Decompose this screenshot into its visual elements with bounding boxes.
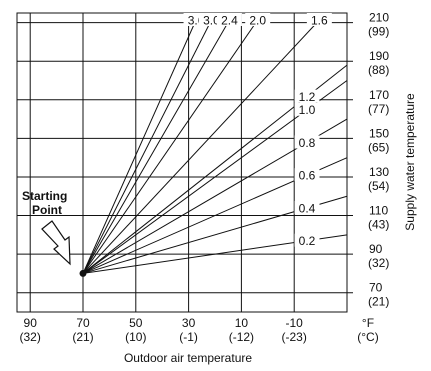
x-unit-f: °F: [362, 316, 374, 330]
y-tick-label-c: (43): [368, 218, 389, 232]
curve-label-background: [245, 13, 271, 26]
y-tick-label-c: (77): [368, 102, 389, 116]
curve-label: 2.4: [221, 14, 238, 28]
y-tick-label-f: 210: [369, 11, 389, 25]
curve-label: 3.0: [203, 14, 220, 28]
x-unit-c: (°C): [357, 330, 378, 344]
y-tick-labels: 210(99) 190(88) 170(77) 150(65) 130(54) 110(4…: [368, 11, 389, 309]
reset-curve-line: [82, 12, 216, 274]
x-tick-label-c: (32): [20, 330, 41, 344]
x-tick-label-f: 90: [24, 316, 38, 330]
curve-label: 1.0: [299, 103, 316, 117]
curve-label: 2.0: [249, 14, 266, 28]
y-tick-label-f: 150: [369, 126, 389, 140]
y-axis-title: Supply water temperature: [403, 93, 417, 231]
curve-label-background: [294, 89, 320, 103]
y-tick-label-f: 110: [369, 204, 388, 218]
curve-label: 1.2: [299, 90, 316, 104]
curve-label: 0.8: [299, 136, 316, 150]
curve-label-background: [294, 135, 320, 149]
curve-label-background: [294, 200, 320, 214]
curve-label-background: [294, 168, 320, 182]
curve-labels: 3.63.0 2.4 2.0 1.61.21.00.80.60.40.2: [183, 13, 332, 248]
x-tick-label-f: 30: [182, 316, 196, 330]
reset-curve-line: [82, 12, 234, 274]
x-tick-label-f: 70: [76, 316, 90, 330]
y-tick-label-f: 170: [369, 88, 389, 102]
y-tick-label-c: (99): [368, 25, 389, 39]
x-tick-labels: 90(32) 70(21) 50(10) 30(-1) 10(-12) -10(-23) °…: [20, 316, 379, 344]
x-tick-label-c: (21): [72, 330, 93, 344]
y-tick-label-f: 70: [369, 281, 383, 295]
reset-curve-line: [82, 12, 200, 274]
curve-label: 0.2: [299, 234, 316, 248]
x-tick-label-c: (-12): [229, 330, 254, 344]
x-tick-label-c: (10): [125, 330, 146, 344]
x-tick-label-c: (-1): [179, 330, 198, 344]
reset-curve-line: [82, 12, 263, 274]
y-tick-label-f: 90: [369, 242, 383, 256]
starting-point-label-line2: Point: [32, 203, 62, 217]
y-tick-label-c: (65): [368, 140, 389, 154]
x-tick-label-f: 50: [129, 316, 143, 330]
y-tick-label-c: (21): [368, 295, 389, 309]
x-axis-title: Outdoor air temperature: [124, 351, 252, 365]
x-tick-label-c: (-23): [282, 330, 307, 344]
reset-curve-line: [82, 12, 327, 274]
grid-lines: [17, 13, 353, 312]
starting-point-label-line1: Starting: [22, 189, 67, 203]
y-tick-label-f: 190: [369, 49, 389, 63]
x-tick-label-f: 10: [235, 316, 249, 330]
curve-label-background: [306, 13, 332, 26]
y-tick-label-c: (88): [368, 63, 389, 77]
curve-label: 1.6: [311, 14, 328, 28]
curve-label: 0.4: [299, 201, 316, 215]
curve-label-background: [294, 102, 320, 116]
y-tick-label-f: 130: [369, 165, 389, 179]
starting-point-marker: [79, 269, 87, 277]
x-tick-label-f: -10: [286, 316, 304, 330]
y-tick-label-c: (32): [368, 256, 389, 270]
plot-frame: [16, 12, 348, 313]
y-tick-label-c: (54): [368, 179, 389, 193]
curve-label: 0.6: [299, 169, 316, 183]
starting-point-arrow: [41, 220, 71, 266]
curve-label-background: [216, 13, 242, 26]
curve-label-background: [294, 233, 320, 247]
